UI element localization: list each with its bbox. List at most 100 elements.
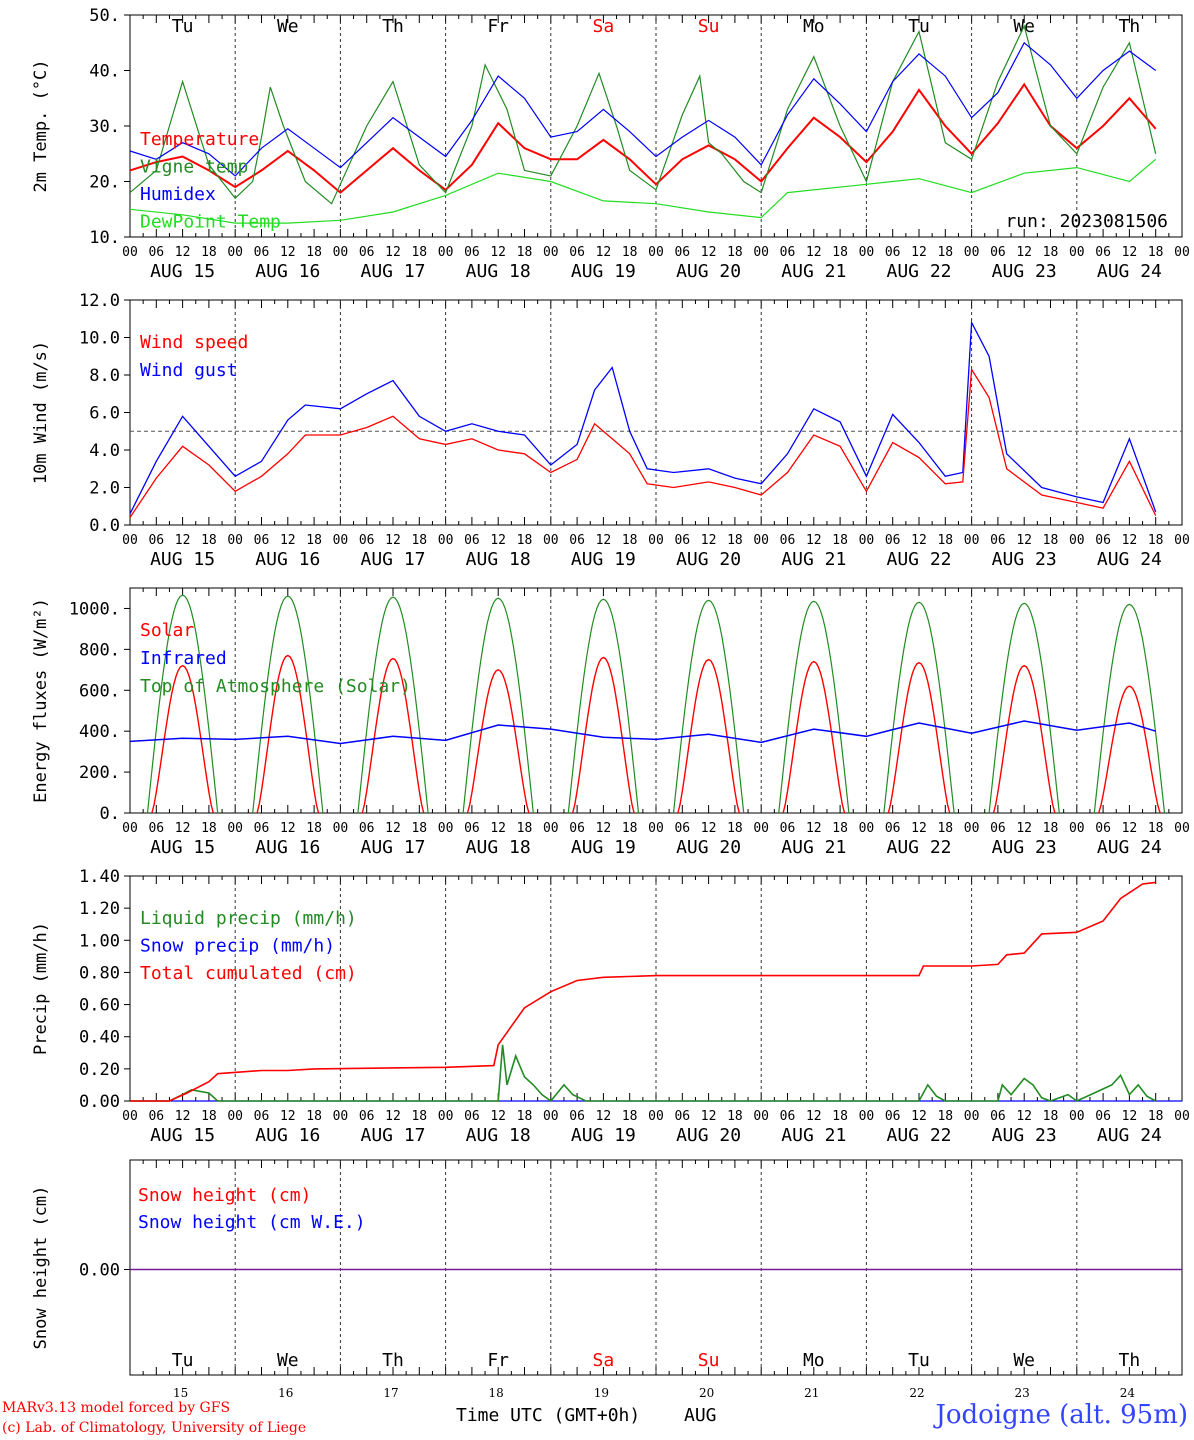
y-tick-label: 0.80 <box>79 963 120 983</box>
hour-tick-label: 18 <box>1043 245 1059 260</box>
y-tick-label: 0.40 <box>79 1028 120 1048</box>
y-tick-label: 12.0 <box>79 291 120 311</box>
hour-tick-label: 00 <box>753 533 769 548</box>
date-label: AUG 21 <box>781 837 846 858</box>
hour-tick-label: 18 <box>411 533 427 548</box>
date-label: AUG 18 <box>466 1125 531 1146</box>
hour-tick-label: 12 <box>490 821 506 836</box>
solar-curve <box>572 656 635 814</box>
date-label: AUG 17 <box>360 261 425 282</box>
y-axis-label: 10m Wind (m/s) <box>31 341 51 484</box>
wind-series-1 <box>129 367 1157 518</box>
date-label: AUG 15 <box>150 549 215 570</box>
solar-curve <box>256 654 320 814</box>
day-number-label: 15 <box>173 1386 188 1400</box>
hour-tick-label: 06 <box>569 821 585 836</box>
date-label: AUG 19 <box>571 261 636 282</box>
hour-tick-label: 06 <box>569 245 585 260</box>
y-tick-label: 0.60 <box>79 996 120 1016</box>
legend-entry: Top of Atmosphere (Solar) <box>140 676 411 697</box>
y-tick-label: 400. <box>79 722 120 742</box>
date-label: AUG 22 <box>886 549 951 570</box>
hour-tick-label: 06 <box>359 1109 375 1124</box>
hour-tick-label: 00 <box>1174 533 1190 548</box>
hour-tick-label: 00 <box>227 533 243 548</box>
y-tick-label: 0. <box>100 804 120 824</box>
hour-tick-label: 18 <box>832 533 848 548</box>
hour-tick-label: 18 <box>1043 821 1059 836</box>
day-name-label: Mo <box>803 16 825 37</box>
hour-tick-label: 00 <box>964 821 980 836</box>
hour-tick-label: 00 <box>333 821 349 836</box>
hour-tick-label: 06 <box>148 821 164 836</box>
hour-tick-label: 00 <box>333 1109 349 1124</box>
hour-tick-label: 12 <box>911 1109 927 1124</box>
hour-tick-label: 12 <box>175 533 191 548</box>
date-label: AUG 24 <box>1097 1125 1162 1146</box>
solar-curve <box>782 660 846 814</box>
date-label: AUG 20 <box>676 549 741 570</box>
hour-tick-label: 18 <box>411 245 427 260</box>
hour-tick-label: 18 <box>306 821 322 836</box>
hour-tick-label: 00 <box>1069 821 1085 836</box>
hour-tick-label: 00 <box>122 1109 138 1124</box>
y-axis-label: Precip (mm/h) <box>31 922 51 1055</box>
y-tick-label: 200. <box>79 763 120 783</box>
hour-tick-label: 06 <box>569 533 585 548</box>
toa-solar-curve <box>988 602 1060 814</box>
hour-tick-label: 12 <box>596 245 612 260</box>
y-tick-label: 50. <box>89 6 120 26</box>
x-axis-month: AUG <box>684 1405 717 1426</box>
hour-tick-label: 12 <box>596 821 612 836</box>
hour-tick-label: 00 <box>333 245 349 260</box>
hour-tick-label: 06 <box>464 533 480 548</box>
hour-tick-label: 06 <box>674 245 690 260</box>
y-tick-label: 0.00 <box>79 1092 120 1112</box>
hour-tick-label: 18 <box>1148 1109 1164 1124</box>
hour-tick-label: 06 <box>1095 533 1111 548</box>
hour-tick-label: 06 <box>990 245 1006 260</box>
date-label: AUG 24 <box>1097 837 1162 858</box>
credit-line-1: MARv3.13 model forced by GFS <box>2 1400 231 1416</box>
date-label: AUG 18 <box>466 549 531 570</box>
panel-frame <box>129 299 1183 526</box>
panel-3 <box>129 587 1183 814</box>
precip-series-0 <box>130 1044 1157 1103</box>
hour-tick-label: 06 <box>148 533 164 548</box>
legend-entry: DewPoint Temp <box>140 212 281 233</box>
legend-entry: Infrared <box>140 648 227 669</box>
date-label: AUG 15 <box>150 837 215 858</box>
date-label: AUG 19 <box>571 837 636 858</box>
hour-tick-label: 12 <box>806 533 822 548</box>
day-number-label: 20 <box>699 1386 714 1400</box>
date-label: AUG 19 <box>571 1125 636 1146</box>
y-tick-label: 1.20 <box>79 899 120 919</box>
day-name-label: Th <box>382 16 404 37</box>
hour-tick-label: 12 <box>385 533 401 548</box>
day-name-label: Tu <box>172 16 194 37</box>
solar-curve <box>992 664 1056 814</box>
day-name-label: Tu <box>908 16 930 37</box>
hour-tick-label: 18 <box>201 245 217 260</box>
y-axis-label: Energy fluxes (W/m²) <box>31 598 51 803</box>
hour-tick-label: 06 <box>359 245 375 260</box>
hour-tick-label: 18 <box>201 821 217 836</box>
hour-tick-label: 06 <box>885 821 901 836</box>
day-number-label: 22 <box>909 1386 924 1400</box>
hour-tick-label: 06 <box>254 245 270 260</box>
y-tick-label: 0.00 <box>79 1261 120 1281</box>
hour-tick-label: 12 <box>701 821 717 836</box>
hour-tick-label: 18 <box>1043 533 1059 548</box>
hour-tick-label: 06 <box>780 821 796 836</box>
day-name-label: Th <box>382 1350 404 1371</box>
day-name-label: Su <box>698 1350 720 1371</box>
hour-tick-label: 18 <box>306 533 322 548</box>
hour-tick-label: 12 <box>385 245 401 260</box>
hour-tick-label: 06 <box>359 533 375 548</box>
hour-tick-label: 18 <box>411 821 427 836</box>
day-number-label: 21 <box>804 1386 819 1400</box>
hour-tick-label: 00 <box>964 245 980 260</box>
hour-tick-label: 18 <box>517 821 533 836</box>
date-label: AUG 24 <box>1097 261 1162 282</box>
hour-tick-label: 00 <box>438 821 454 836</box>
